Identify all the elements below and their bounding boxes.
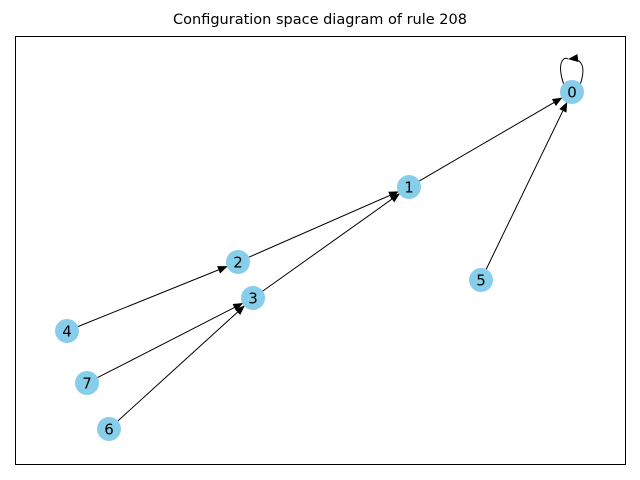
node-3: 3: [241, 286, 265, 310]
node-3-label: 3: [248, 290, 258, 308]
node-7-circle: [75, 371, 99, 395]
node-1: 1: [397, 175, 421, 199]
edge-7-to-3: [96, 303, 244, 379]
edge-3-to-1: [261, 193, 401, 293]
node-0-label: 0: [567, 84, 577, 102]
node-5: 5: [469, 268, 493, 292]
edge-5-to-0: [485, 101, 568, 271]
plot-frame: [15, 36, 626, 465]
edge-2-to-1: [247, 191, 399, 259]
node-5-label: 5: [476, 272, 486, 290]
edge-0-to-0: [561, 58, 584, 86]
edge-1-to-0: [418, 97, 563, 182]
node-2: 2: [226, 250, 250, 274]
node-2-circle: [226, 250, 250, 274]
edge-6-to-3: [116, 305, 245, 422]
node-6: 6: [97, 417, 121, 441]
node-1-circle: [397, 175, 421, 199]
node-0-circle: [560, 80, 584, 104]
edge-4-to-2: [77, 266, 228, 328]
diagram-title: Configuration space diagram of rule 208: [173, 12, 467, 28]
node-4-circle: [55, 319, 79, 343]
node-2-label: 2: [233, 254, 243, 272]
node-7-label: 7: [82, 375, 92, 393]
node-6-circle: [97, 417, 121, 441]
node-5-circle: [469, 268, 493, 292]
node-4-label: 4: [62, 323, 72, 341]
node-0: 0: [560, 80, 584, 104]
node-3-circle: [241, 286, 265, 310]
node-4: 4: [55, 319, 79, 343]
node-1-label: 1: [404, 179, 414, 197]
node-7: 7: [75, 371, 99, 395]
node-6-label: 6: [104, 421, 114, 439]
edges-layer: [77, 58, 584, 422]
